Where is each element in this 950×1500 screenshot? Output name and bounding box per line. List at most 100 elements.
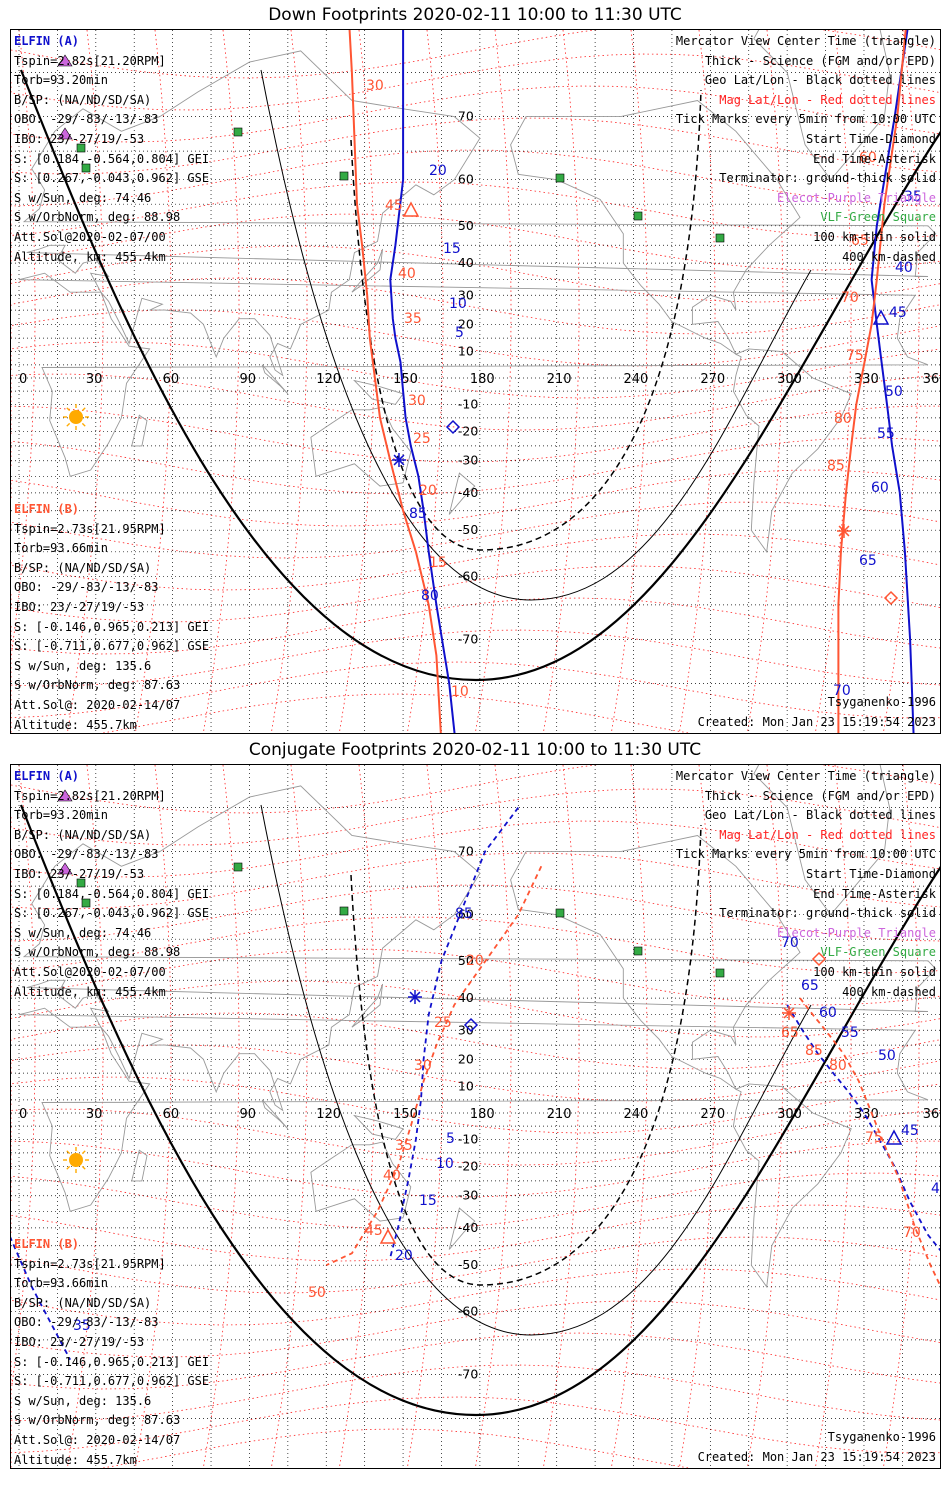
- lat-tick-label: 50: [458, 218, 474, 233]
- coastline: [310, 1141, 412, 1222]
- mag-lat-line: [11, 309, 940, 367]
- coastline: [510, 835, 801, 1091]
- mag-lat-line: [11, 765, 940, 814]
- sun-ray: [81, 422, 86, 427]
- asterisk-stroke: [393, 454, 405, 466]
- elfin-b-info-line: S w/OrbNorm, deg: 87.63: [14, 678, 181, 693]
- elfin-b-track-label: 40: [398, 266, 416, 282]
- terminator-100km: [260, 804, 812, 1336]
- mag-lon-line: [746, 30, 784, 733]
- mag-lat-line: [11, 533, 940, 591]
- elfin-b-track-label: 35: [395, 1138, 413, 1154]
- sun-icon: [63, 404, 89, 430]
- elfin-b-header: ELFIN (B): [14, 502, 80, 516]
- elfin-b-info-line: S: [-0.146,0.965,0.213] GEI: [14, 619, 210, 634]
- elfin-b-info-line: OBO: -29/-83/-13/-83: [14, 580, 159, 595]
- elfin-b-track-label: 85: [805, 1043, 823, 1059]
- legend-entry: Start Time-Diamond: [805, 866, 936, 881]
- elfin-a-info-line: OBO: -29/-83/-13/-83: [14, 112, 159, 127]
- mag-lat-line: [11, 948, 940, 1006]
- coastline: [18, 272, 929, 477]
- elfin-b-track-label: 20: [419, 483, 437, 499]
- elfin-b-header: ELFIN (B): [14, 1237, 80, 1251]
- lat-tick-label: -60: [458, 568, 478, 583]
- elfin-a-track-label: 60: [871, 480, 889, 496]
- elfin-a-track-label: 35: [73, 1318, 91, 1334]
- model-label: Tsyganenko-1996: [827, 695, 936, 709]
- mag-lon-line: [882, 765, 920, 1468]
- legend-entry: Mercator View Center Time (triangle): [675, 34, 936, 48]
- terminator-ground: [19, 804, 940, 1417]
- mag-lat-line: [11, 469, 940, 527]
- panel-title-conjugate: Conjugate Footprints 2020-02-11 10:00 to…: [248, 740, 702, 760]
- track-markers: [379, 951, 903, 1244]
- elfin-a-info-line: S w/OrbNorm, deg: 88.98: [14, 210, 181, 225]
- coastline: [18, 1007, 929, 1212]
- lat-tick-label: -60: [458, 1303, 478, 1318]
- legend-entry: 400 km-dashed: [842, 984, 936, 999]
- elfin-a-track-label: 85: [455, 906, 473, 922]
- lat-tick-label: 60: [458, 172, 474, 187]
- elfin-a-track-label: 65: [801, 978, 819, 994]
- elfin-a-info-line: Altitude, km: 455.4km: [14, 249, 166, 264]
- elfin-a-track-label: 40: [895, 260, 913, 276]
- map-panel-down: 0 30 60 90 120 150 180 210 240 270 300 330 360 70 60 50…: [10, 29, 941, 734]
- elfin-b-track-label: 20: [466, 953, 484, 969]
- elfin-a-track-label: 65: [859, 553, 877, 569]
- elfin-a-center-triangle: [885, 1129, 903, 1145]
- coastline: [22, 785, 937, 1112]
- elfin-b-track-label: 75: [865, 1130, 883, 1146]
- coastline: [353, 379, 404, 405]
- elfin-a-track-label: 45: [889, 305, 907, 321]
- elecot-triangle: [57, 789, 73, 802]
- lon-tick-label: 180: [470, 372, 495, 387]
- elfin-b-info-line: S: [-0.711,0.677,0.962] GSE: [14, 1374, 210, 1389]
- elecot-triangle: [57, 127, 73, 140]
- coastline: [732, 1083, 852, 1289]
- asterisk-stroke: [838, 525, 850, 537]
- elfin-a-info-line: Torb=93.20min: [14, 73, 108, 88]
- elfin-b-end-asterisk: [837, 524, 851, 538]
- lon-tick-label: 240: [624, 372, 649, 387]
- map-canvas: 0 30 60 90 120 150 180 210 240 270 300 330 360 70 60 50…: [11, 765, 940, 1468]
- lat-tick-label: 10: [458, 1079, 474, 1094]
- legend-entry: End Time-Asterisk: [813, 886, 936, 901]
- mag-lon-line: [134, 30, 172, 733]
- elfin-b-track-label: 65: [781, 1025, 799, 1041]
- footprint-tracks: [11, 807, 940, 1361]
- elfin-a-track-label: 50: [885, 384, 903, 400]
- elfin-a-track-label: 15: [419, 1193, 437, 1209]
- mag-lon-line: [66, 30, 104, 733]
- vlf-square: [715, 233, 725, 243]
- coastline: [310, 406, 412, 487]
- sun-disc: [69, 1153, 83, 1167]
- elfin-a-info-line: S: [0.267,-0.043,0.962] GSE: [14, 906, 210, 921]
- track-labels: 8551015207065605550454035202530354045506…: [73, 906, 940, 1334]
- vlf-square: [555, 173, 565, 183]
- elfin-b-info-line: Att.Sol@: 2020-02-14/07: [14, 697, 181, 712]
- legend-entry: Start Time-Diamond: [805, 131, 936, 146]
- lon-tick-label: 210: [547, 1107, 572, 1122]
- vlf-square: [233, 862, 243, 872]
- vlf-stations: [76, 127, 725, 243]
- coastlines: [18, 30, 937, 554]
- sun-ray: [66, 1165, 71, 1170]
- vlf-square: [555, 908, 565, 918]
- elfin-a-info-line: IBO: 23/-27/19/-53: [14, 131, 145, 146]
- elfin-b-start-diamond: [811, 951, 827, 967]
- mag-lat-line: [11, 149, 940, 207]
- coastline: [131, 1149, 148, 1182]
- terminator-400km: [350, 824, 702, 1286]
- elfin-b-track: [348, 30, 442, 733]
- elfin-b-track-label: 65: [851, 233, 869, 249]
- elfin-a-info-line: Tspin=2.82s[21.20RPM]: [14, 53, 166, 68]
- elfin-a-start-diamond: [445, 419, 461, 435]
- mag-lon-line: [542, 765, 580, 1468]
- vlf-square: [715, 968, 725, 978]
- elfin-a-track-label: 60: [819, 1005, 837, 1021]
- asterisk-stroke: [783, 1007, 795, 1019]
- mag-lat-line: [11, 1236, 940, 1294]
- elfin-a-track-label: 70: [781, 935, 799, 951]
- legend-entry: 100 km-thin solid: [813, 229, 936, 244]
- elfin-b-info-line: S w/Sun, deg: 135.6: [14, 1393, 152, 1408]
